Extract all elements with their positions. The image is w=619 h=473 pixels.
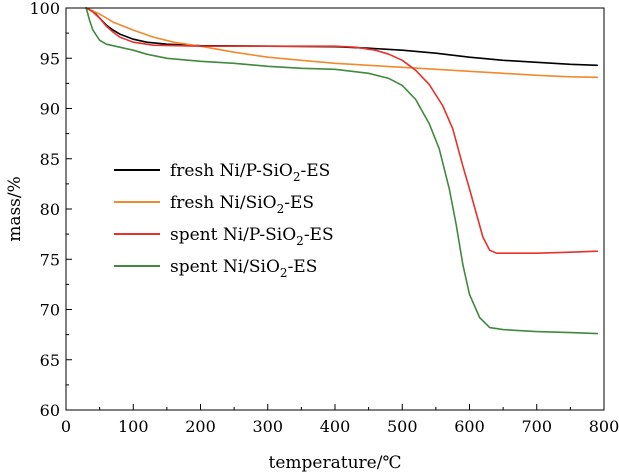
tick-labels: 0 100 200 300 400 500 600 700 800 60 65 70 75 80 85 90 9…	[29, 0, 619, 436]
legend: fresh Ni/P-SiO2-ES fresh Ni/SiO2-ES spent …	[114, 161, 334, 280]
x-tick-label: 200	[185, 417, 216, 436]
y-tick-label: 85	[40, 150, 60, 169]
y-tick-label: 95	[40, 49, 60, 68]
x-tick-label: 0	[61, 417, 71, 436]
y-tick-label: 90	[40, 100, 60, 119]
legend-label: fresh Ni/P-SiO2-ES	[170, 161, 330, 184]
series-line	[85, 7, 599, 254]
x-tick-label: 700	[521, 417, 552, 436]
series-line	[85, 7, 599, 335]
y-tick-label: 80	[40, 200, 60, 219]
series-lines	[85, 7, 599, 335]
x-tick-label: 300	[252, 417, 283, 436]
x-tick-label: 400	[320, 417, 351, 436]
x-tick-label: 500	[387, 417, 418, 436]
x-tick-label: 100	[118, 417, 149, 436]
legend-label: spent Ni/SiO2-ES	[170, 257, 317, 280]
y-tick-label: 70	[40, 301, 60, 320]
x-tick-label: 800	[589, 417, 619, 436]
plot-frame	[65, 7, 605, 411]
y-tick-label: 65	[40, 351, 60, 370]
axis-ticks	[65, 7, 605, 411]
x-axis-label: temperature/℃	[269, 453, 402, 473]
y-tick-label: 75	[40, 250, 60, 269]
legend-label: spent Ni/P-SiO2-ES	[170, 225, 334, 248]
series-line	[85, 7, 599, 79]
x-tick-label: 600	[454, 417, 485, 436]
y-axis-label: mass/%	[5, 176, 25, 242]
y-tick-label: 100	[29, 0, 60, 18]
y-tick-label: 60	[40, 401, 60, 420]
legend-label: fresh Ni/SiO2-ES	[170, 193, 314, 216]
